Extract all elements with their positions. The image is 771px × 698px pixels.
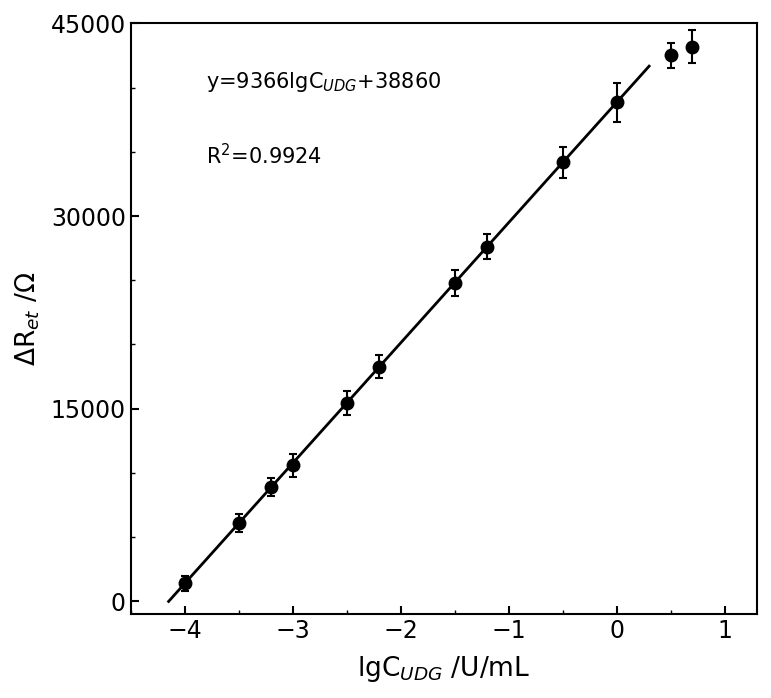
Text: y=9366lgC$_{UDG}$+38860: y=9366lgC$_{UDG}$+38860 [207,70,442,94]
Y-axis label: $\Delta$R$_{et}$ /$\Omega$: $\Delta$R$_{et}$ /$\Omega$ [14,272,42,366]
X-axis label: lgC$_{UDG}$ /U/mL: lgC$_{UDG}$ /U/mL [357,654,530,684]
Text: R$^2$=0.9924: R$^2$=0.9924 [207,144,322,169]
